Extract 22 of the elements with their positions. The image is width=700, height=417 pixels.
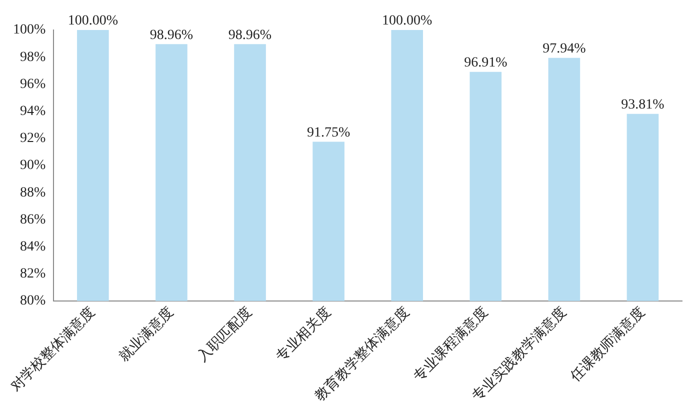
data-label: 97.94% [542, 42, 586, 57]
data-label: 91.75% [306, 125, 350, 140]
y-tick-label: 82% [20, 266, 46, 282]
y-tick-label: 84% [20, 239, 46, 254]
x-tick-label: 就业满意度 [116, 304, 177, 365]
y-tick-label: 92% [20, 131, 46, 146]
y-tick-label: 86% [20, 212, 46, 228]
data-label: 93.81% [621, 98, 665, 113]
data-label: 96.91% [464, 56, 508, 71]
y-tick-label: 100% [12, 22, 46, 38]
x-tick-label: 专业相关度 [273, 304, 334, 365]
data-label: 100.00% [382, 14, 433, 29]
x-tick-label: 任课教师满意度 [566, 304, 648, 386]
y-tick-label: 94% [20, 104, 46, 119]
y-tick-label: 98% [20, 50, 46, 65]
y-tick-label: 96% [20, 76, 46, 92]
data-label: 100.00% [68, 14, 118, 29]
data-label: 98.96% [150, 28, 194, 43]
x-tick-label: 入职匹配度 [194, 304, 256, 365]
y-tick-label: 88% [20, 185, 46, 200]
data-label: 98.96% [228, 28, 272, 43]
y-tick-label: 90% [20, 158, 46, 174]
